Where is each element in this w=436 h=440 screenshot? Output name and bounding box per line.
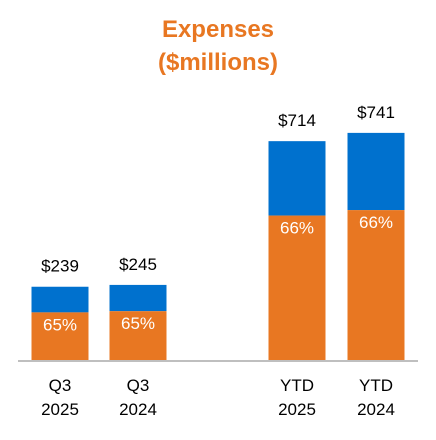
bar-segment-bottom xyxy=(31,312,89,360)
category-label-line-2: 2025 xyxy=(278,400,316,419)
bar-group: 65% $239 Q3 2025 65% $245 Q3 2024 66% $714 YTD 2025… xyxy=(31,103,405,419)
bar-segment-top xyxy=(109,284,167,312)
category-label-line-1: Q3 xyxy=(49,376,72,395)
bar-total-label: $245 xyxy=(119,255,157,274)
category-label-line-2: 2025 xyxy=(41,400,79,419)
chart-title-line-1: Expenses xyxy=(162,16,274,43)
bar-segment-bottom xyxy=(268,215,326,360)
bar-segment-top xyxy=(268,141,326,216)
category-label-line-2: 2024 xyxy=(357,400,395,419)
bar-segment-bottom xyxy=(347,210,405,360)
category-label-line-1: YTD xyxy=(359,376,393,395)
category-label-line-1: YTD xyxy=(280,376,314,395)
chart-title-line-2: ($millions) xyxy=(158,49,278,76)
bar-total-label: $239 xyxy=(41,257,79,276)
segment-percent-label: 65% xyxy=(43,315,77,334)
segment-percent-label: 66% xyxy=(359,213,393,232)
category-label-line-1: Q3 xyxy=(127,376,150,395)
category-label-line-2: 2024 xyxy=(119,400,157,419)
bar-total-label: $741 xyxy=(357,103,395,122)
bar-segment-bottom xyxy=(109,311,167,360)
bar-segment-top xyxy=(31,286,89,313)
segment-percent-label: 65% xyxy=(121,314,155,333)
bar-total-label: $714 xyxy=(278,111,316,130)
bar-segment-top xyxy=(347,132,405,211)
segment-percent-label: 66% xyxy=(280,219,314,238)
